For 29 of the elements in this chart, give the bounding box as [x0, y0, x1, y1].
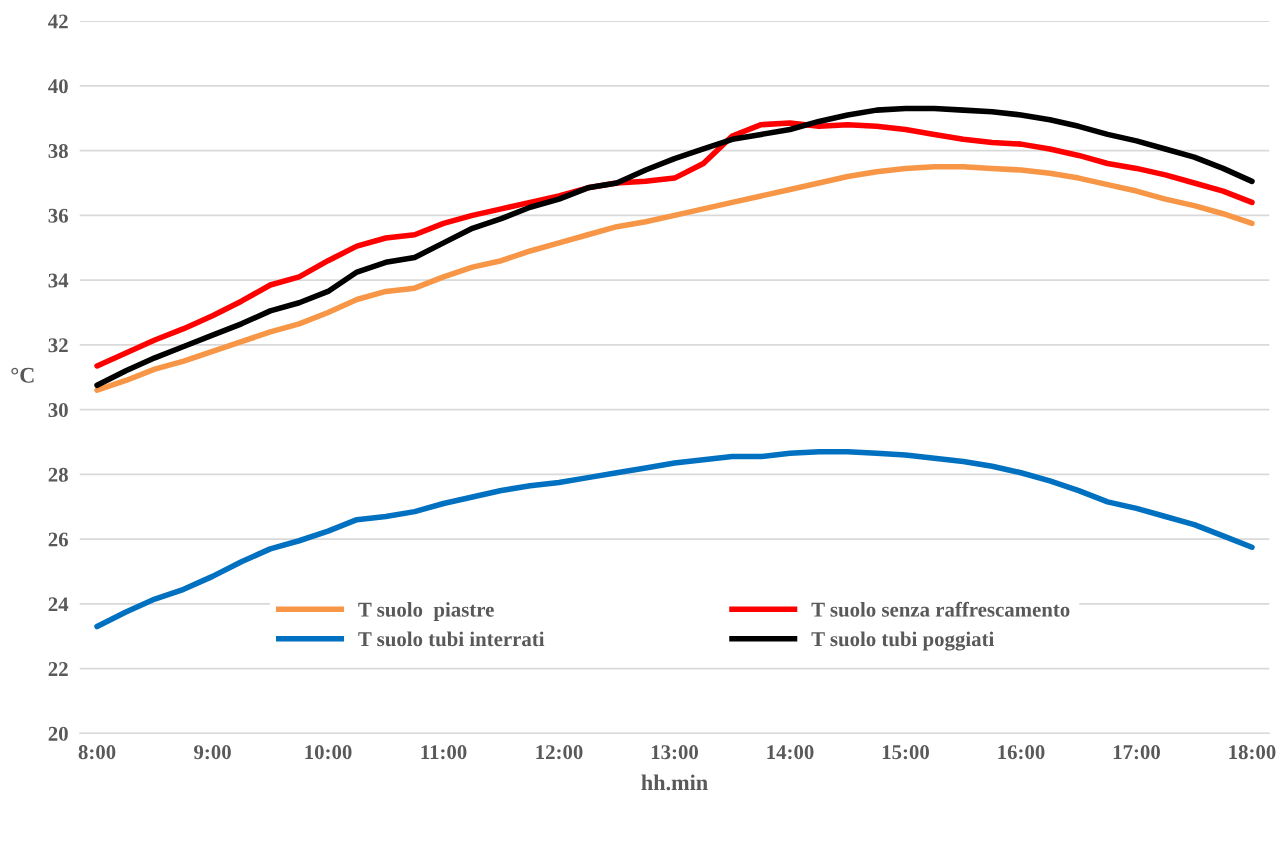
y-tick-label: 34: [48, 273, 69, 288]
y-tick-label: 42: [48, 14, 68, 29]
x-tick-label: 12:00: [536, 745, 583, 760]
x-axis-title: hh.min: [641, 774, 708, 791]
x-tick-label: 16:00: [998, 745, 1045, 760]
x-tick-label: 11:00: [421, 745, 467, 760]
y-tick-label: 22: [48, 662, 68, 676]
x-tick-label: 8:00: [78, 745, 116, 760]
x-tick-label: 17:00: [1113, 745, 1160, 760]
y-tick-label: 40: [48, 79, 68, 94]
x-tick-label: 18:00: [1229, 745, 1276, 760]
y-tick-label: 20: [48, 726, 68, 741]
y-tick-label: 28: [48, 467, 68, 482]
x-tick-label: 13:00: [651, 745, 699, 760]
y-tick-label: 26: [48, 532, 69, 547]
x-tick-label: 9:00: [194, 745, 231, 760]
y-tick-label: 36: [48, 208, 69, 223]
x-tick-label: 15:00: [882, 745, 929, 760]
y-axis-title: °C: [11, 367, 34, 383]
x-tick-label: 14:00: [767, 745, 814, 760]
legend-label: T suolo tubi poggiati: [811, 631, 994, 651]
y-tick-label: 38: [48, 143, 68, 159]
y-tick-label: 32: [48, 338, 68, 353]
legend-label: T suolo piastre: [358, 602, 494, 621]
legend-label: T suolo tubi interrati: [358, 631, 545, 647]
legend-label: T suolo senza raffrescamento: [811, 601, 1070, 617]
x-tick-label: 10:00: [305, 745, 352, 760]
y-tick-label: 24: [48, 597, 69, 612]
y-tick-label: 30: [48, 403, 68, 418]
